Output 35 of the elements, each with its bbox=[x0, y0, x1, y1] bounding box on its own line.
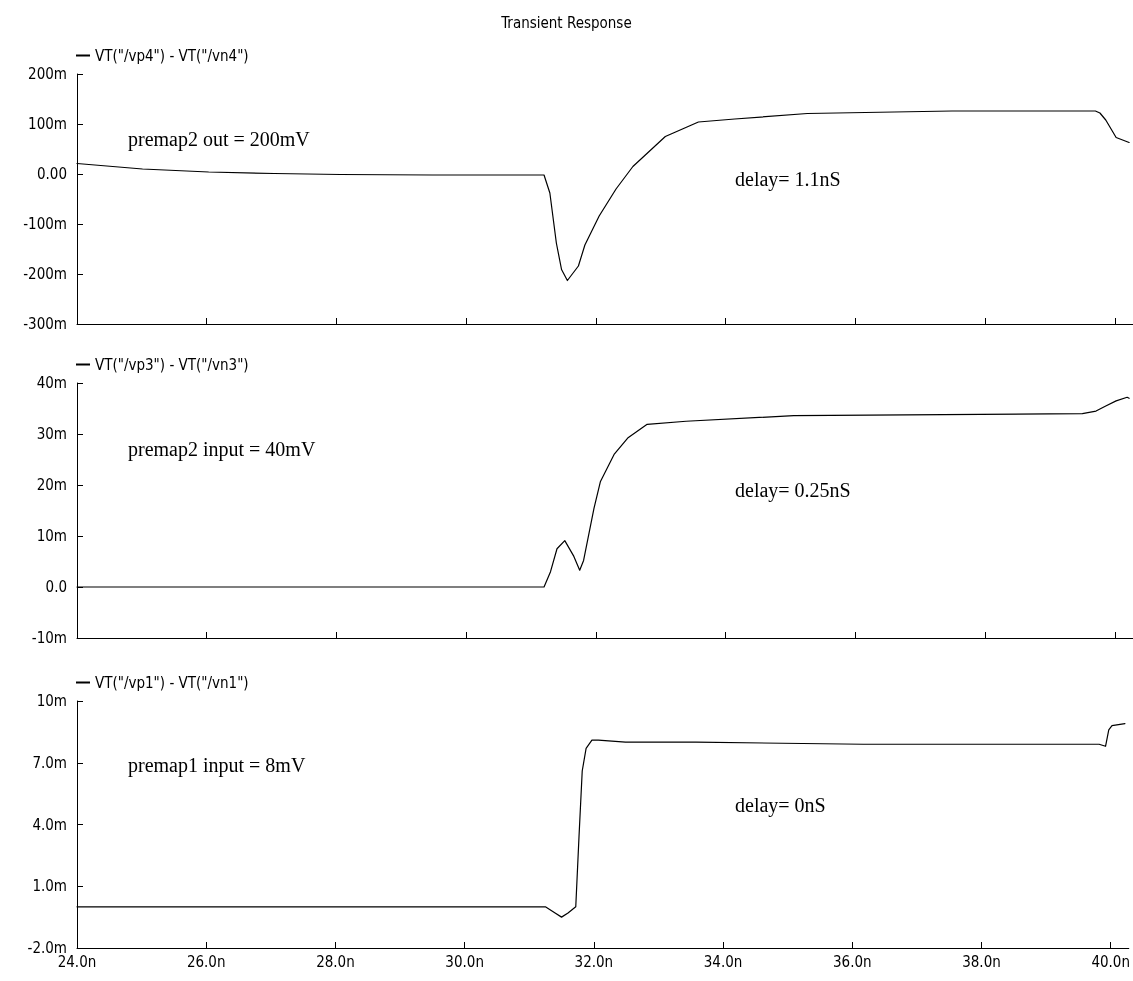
y-tick-label: 10m bbox=[36, 692, 67, 710]
y-tick-label: 10m bbox=[36, 527, 67, 545]
annotation: delay= 1.1nS bbox=[735, 168, 841, 191]
legend-label: VT("/vp4") - VT("/vn4") bbox=[95, 46, 249, 65]
x-tick-label: 24.0n bbox=[57, 952, 97, 971]
x-tick-label: 30.0n bbox=[445, 952, 484, 971]
annotation: delay= 0nS bbox=[735, 793, 826, 817]
y-tick-label: -100m bbox=[23, 215, 67, 233]
annotation: premap2 out = 200mV bbox=[128, 128, 311, 151]
annotation: premap2 input = 40mV bbox=[128, 438, 316, 462]
y-tick-label: 200m bbox=[28, 65, 67, 83]
y-tick-label: 0.00 bbox=[36, 165, 67, 183]
x-tick-label: 26.0n bbox=[186, 952, 226, 971]
y-tick-label: -200m bbox=[23, 265, 67, 283]
chart-title: Transient Response bbox=[500, 13, 632, 32]
x-tick-label: 38.0n bbox=[962, 952, 1001, 971]
y-tick-label: 20m bbox=[36, 476, 67, 494]
y-tick-label: -10m bbox=[31, 629, 67, 647]
annotation: premap1 input = 8mV bbox=[128, 754, 306, 778]
y-tick-label: 7.0m bbox=[32, 753, 67, 772]
legend-label: VT("/vp1") - VT("/vn1") bbox=[95, 673, 249, 692]
y-tick-label: -300m bbox=[23, 315, 67, 333]
y-tick-label: 30m bbox=[36, 425, 67, 443]
x-tick-label: 34.0n bbox=[703, 952, 743, 971]
y-tick-label: 0.0 bbox=[45, 578, 67, 596]
x-tick-label: 28.0n bbox=[316, 952, 355, 971]
y-tick-label: 1.0m bbox=[32, 877, 67, 896]
y-tick-label: 100m bbox=[28, 115, 67, 133]
x-tick-label: 40.0n bbox=[1091, 952, 1130, 971]
annotation: delay= 0.25nS bbox=[735, 478, 851, 502]
x-tick-label: 36.0n bbox=[832, 952, 872, 971]
y-tick-label: 40m bbox=[36, 374, 67, 392]
y-tick-label: 4.0m bbox=[32, 815, 67, 834]
x-tick-label: 32.0n bbox=[574, 952, 614, 971]
legend-label: VT("/vp3") - VT("/vn3") bbox=[95, 355, 249, 374]
